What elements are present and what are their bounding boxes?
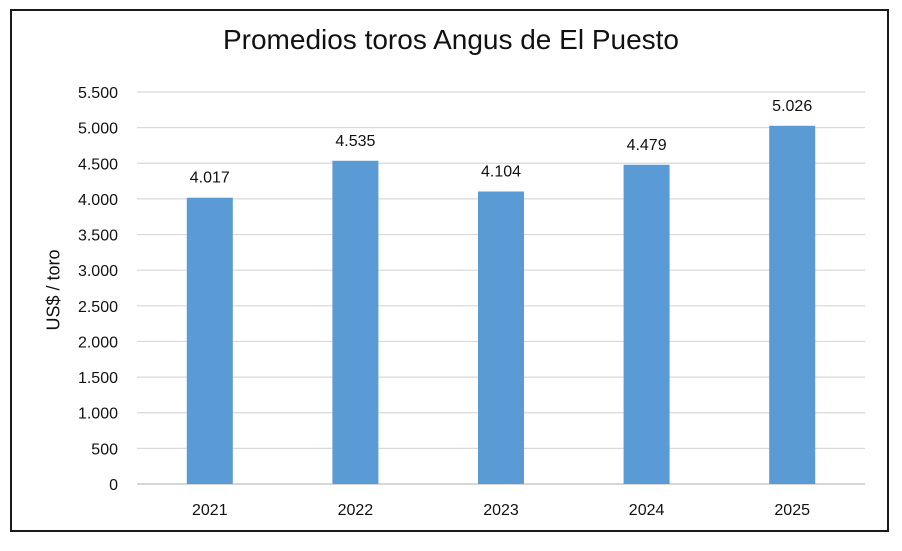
bar bbox=[186, 197, 233, 484]
data-label: 4.479 bbox=[627, 137, 667, 154]
y-tick-labels: 0 500 1.000 1.500 2.000 2.500 3.000 3.500 4.000 4… bbox=[78, 85, 118, 494]
x-tick-label: 2023 bbox=[483, 502, 519, 519]
y-tick-label: 3.500 bbox=[78, 228, 118, 245]
y-tick-label: 4.000 bbox=[78, 192, 118, 209]
y-tick-label: 1.000 bbox=[78, 406, 118, 423]
x-tick-label: 2022 bbox=[338, 502, 374, 519]
y-tick-label: 4.500 bbox=[78, 156, 118, 173]
bars bbox=[186, 125, 816, 485]
y-tick-label: 500 bbox=[91, 441, 118, 458]
x-tick-label: 2021 bbox=[192, 502, 228, 519]
data-label: 5.026 bbox=[772, 98, 812, 115]
chart-title: Promedios toros Angus de El Puesto bbox=[222, 24, 680, 55]
data-label: 4.104 bbox=[481, 163, 521, 180]
data-labels: 4.017 4.535 4.104 4.479 5.026 bbox=[190, 98, 813, 187]
x-tick-label: 2025 bbox=[774, 502, 810, 519]
bar bbox=[478, 191, 524, 484]
bar bbox=[623, 164, 670, 484]
data-label: 4.017 bbox=[190, 170, 230, 187]
bar bbox=[332, 160, 379, 484]
x-tick-labels: 2021 2022 2023 2024 2025 bbox=[192, 502, 810, 519]
y-tick-label: 5.500 bbox=[78, 85, 118, 102]
data-label: 4.535 bbox=[335, 133, 375, 150]
y-tick-label: 2.000 bbox=[78, 334, 118, 351]
y-tick-label: 3.000 bbox=[78, 263, 118, 280]
x-tick-label: 2024 bbox=[629, 502, 665, 519]
y-tick-label: 1.500 bbox=[78, 370, 118, 387]
y-tick-label: 5.000 bbox=[78, 121, 118, 138]
y-tick-label: 0 bbox=[109, 477, 118, 494]
bar bbox=[769, 125, 816, 485]
y-tick-label: 2.500 bbox=[78, 299, 118, 316]
